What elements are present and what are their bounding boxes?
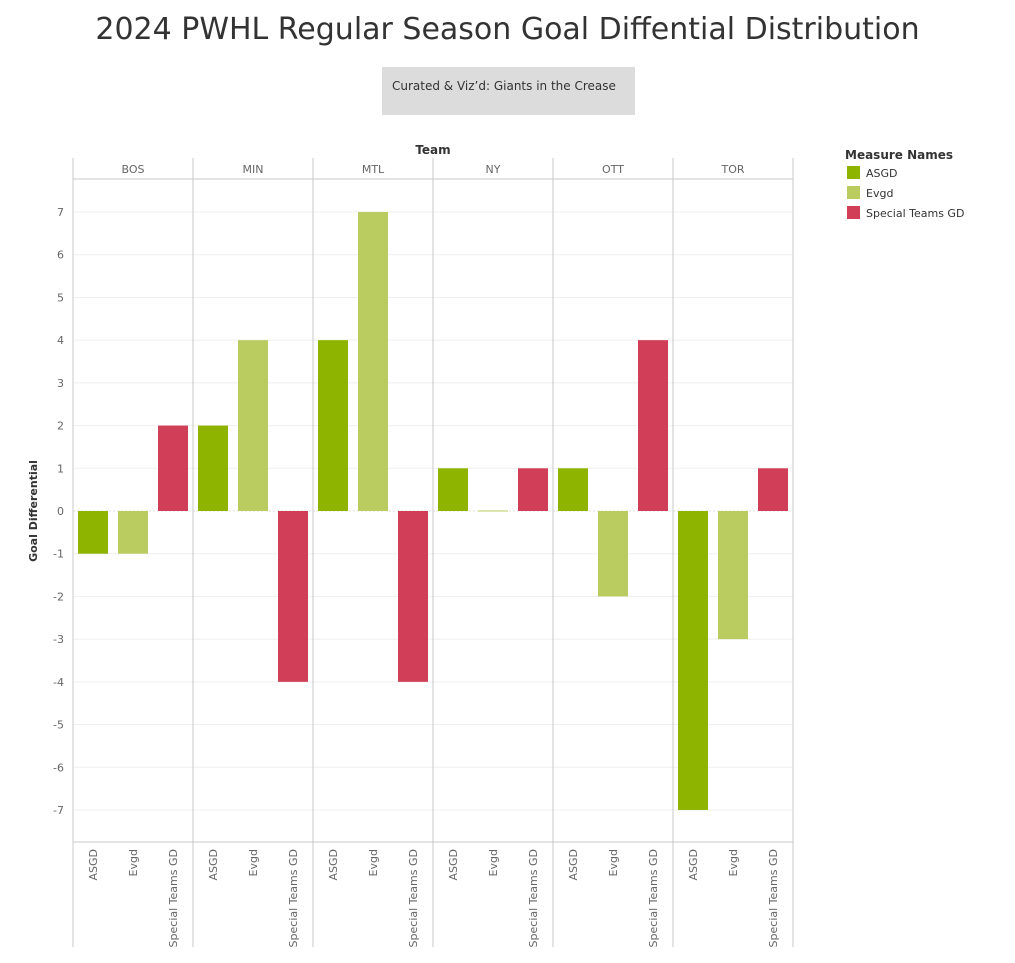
category-label: ASGD <box>327 849 340 881</box>
bar-tor-special-teams-gd <box>758 468 788 511</box>
y-tick-label: 5 <box>57 291 64 304</box>
category-label: Evgd <box>127 849 140 876</box>
category-label: Evgd <box>367 849 380 876</box>
category-label: ASGD <box>207 849 220 881</box>
bar-min-asgd <box>198 425 228 511</box>
bar-mtl-special-teams-gd <box>398 511 428 682</box>
y-tick-label: -3 <box>53 633 64 646</box>
legend-label: Special Teams GD <box>866 207 964 220</box>
category-label: Evgd <box>487 849 500 876</box>
category-label: Special Teams GD <box>767 849 780 947</box>
y-tick-label: -1 <box>53 548 64 561</box>
bar-ott-evgd <box>598 511 628 597</box>
bar-ott-asgd <box>558 468 588 511</box>
team-header-tor: TOR <box>720 163 744 176</box>
category-label: Special Teams GD <box>287 849 300 947</box>
bar-bos-special-teams-gd <box>158 425 188 511</box>
category-label: Special Teams GD <box>527 849 540 947</box>
bar-bos-evgd <box>118 511 148 554</box>
legend-label: ASGD <box>866 167 898 180</box>
y-tick-label: 1 <box>57 462 64 475</box>
category-label: ASGD <box>87 849 100 881</box>
y-axis-label: Goal Differential <box>27 460 40 562</box>
bar-mtl-asgd <box>318 340 348 511</box>
column-header-team: Team <box>415 143 450 157</box>
y-tick-label: 2 <box>57 420 64 433</box>
bar-min-evgd <box>238 340 268 511</box>
category-label: Special Teams GD <box>167 849 180 947</box>
y-tick-label: 3 <box>57 377 64 390</box>
category-label: Evgd <box>727 849 740 876</box>
bar-ott-special-teams-gd <box>638 340 668 511</box>
caption-text: Curated & Viz’d: Giants in the Crease <box>392 79 616 93</box>
y-tick-label: 4 <box>57 334 64 347</box>
category-label: ASGD <box>447 849 460 881</box>
legend-swatch-special-teams-gd <box>847 206 860 219</box>
category-label: Evgd <box>247 849 260 876</box>
y-tick-label: -2 <box>53 590 64 603</box>
bar-mtl-evgd <box>358 212 388 511</box>
legend-label: Evgd <box>866 187 893 200</box>
category-label: Evgd <box>607 849 620 876</box>
y-tick-label: 0 <box>57 505 64 518</box>
y-tick-label: -4 <box>53 676 64 689</box>
team-header-ny: NY <box>486 163 501 176</box>
legend-title: Measure Names <box>845 148 953 162</box>
category-label: ASGD <box>567 849 580 881</box>
category-label: Special Teams GD <box>647 849 660 947</box>
bar-ny-asgd <box>438 468 468 511</box>
y-tick-label: 6 <box>57 249 64 262</box>
category-label: ASGD <box>687 849 700 881</box>
chart-title: 2024 PWHL Regular Season Goal Diffential… <box>95 12 920 47</box>
bar-bos-asgd <box>78 511 108 554</box>
bar-tor-evgd <box>718 511 748 640</box>
legend-swatch-evgd <box>847 186 860 199</box>
team-header-mtl: MTL <box>362 163 385 176</box>
y-tick-label: 7 <box>57 206 64 219</box>
y-tick-label: -5 <box>53 719 64 732</box>
caption-box: Curated & Viz’d: Giants in the Crease <box>382 67 635 115</box>
bar-min-special-teams-gd <box>278 511 308 682</box>
team-header-bos: BOS <box>122 163 145 176</box>
team-header-ott: OTT <box>602 163 624 176</box>
y-tick-label: -7 <box>53 804 64 817</box>
legend-swatch-asgd <box>847 166 860 179</box>
y-tick-label: -6 <box>53 761 64 774</box>
bar-tor-asgd <box>678 511 708 810</box>
bar-ny-evgd <box>478 510 508 512</box>
bar-ny-special-teams-gd <box>518 468 548 511</box>
category-label: Special Teams GD <box>407 849 420 947</box>
team-header-min: MIN <box>243 163 264 176</box>
